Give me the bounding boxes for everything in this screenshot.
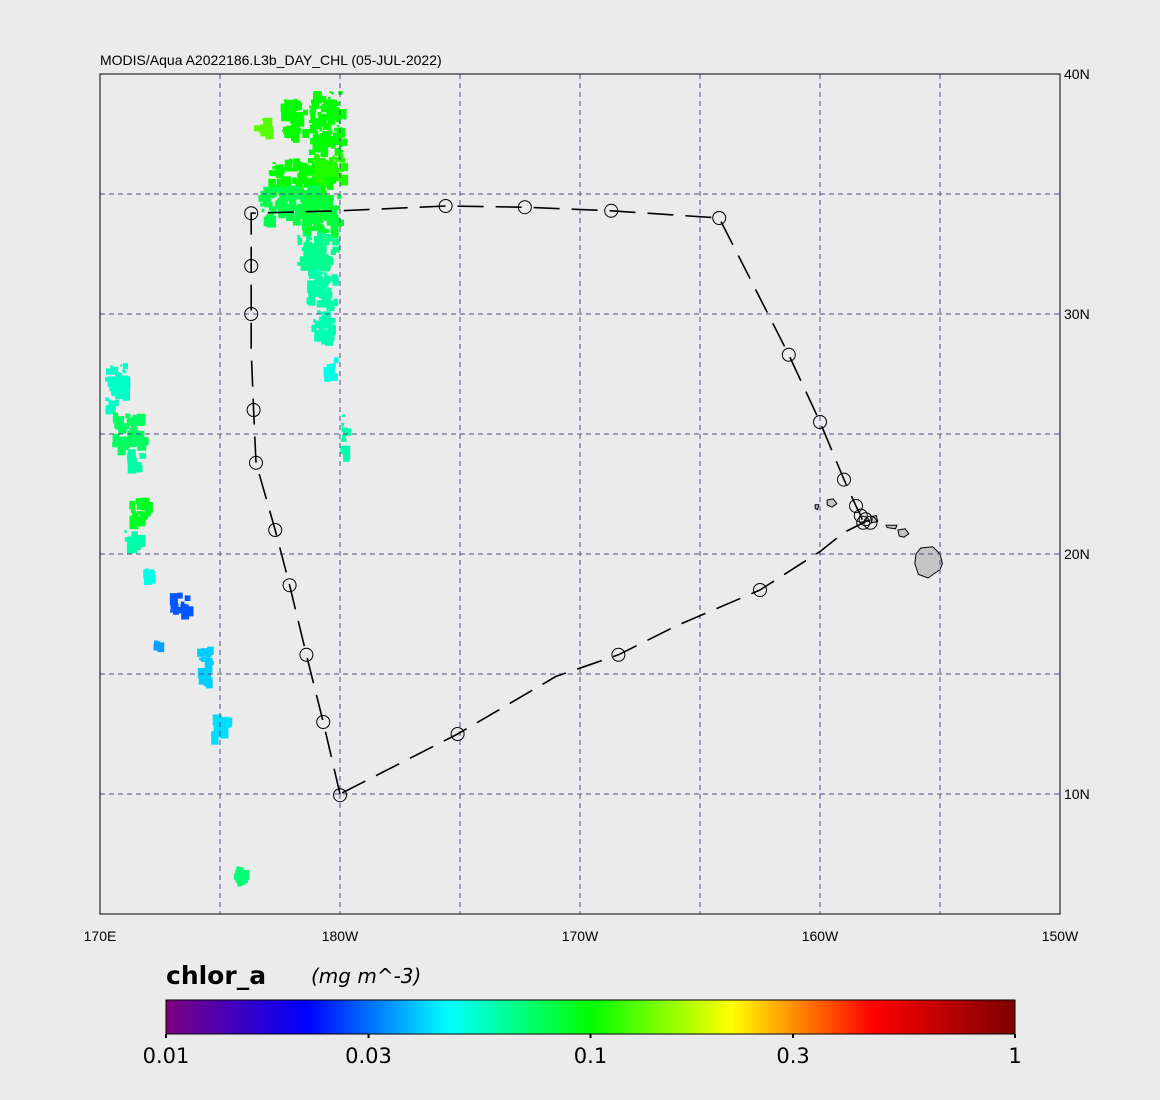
chlorophyll-patch [129,497,153,530]
latitude-label: 40N [1064,66,1090,82]
longitude-label: 170W [562,928,599,944]
colorbar-tick-label: 0.3 [776,1044,809,1068]
chlorophyll-patch [211,714,233,745]
chlorophyll-patch [254,117,274,140]
station-marker [333,788,347,803]
station-marker [244,307,259,321]
colorbar-units: (mg m^-3) [311,964,421,988]
chlorophyll-patch [233,866,250,887]
chlorophyll-patch [311,310,336,346]
island [814,504,820,511]
chlorophyll-patch [112,410,149,456]
station-markers [244,199,878,803]
latitude-label: 10N [1064,786,1090,802]
map-title: MODIS/Aqua A2022186.L3b_DAY_CHL (05-JUL-… [100,52,442,68]
chlorophyll-patch [323,357,339,382]
chlorophyll-patch [143,568,156,585]
station-marker [244,259,259,273]
chlorophyll-patch [197,646,214,689]
cruise-track-layer [250,205,873,795]
colorbar-tick-label: 0.1 [574,1044,607,1068]
station-marker [611,647,626,662]
cruise-track [250,205,873,795]
station-marker [438,199,453,213]
station-marker [781,347,796,362]
map-frame [99,73,1061,915]
station-marker [299,647,314,662]
station-marker [853,508,868,523]
chlorophyll-patch [301,194,344,238]
chlorophyll-patch [280,98,310,143]
map-area [99,73,1061,915]
island [914,546,943,579]
island [897,528,910,538]
latitude-label: 20N [1064,546,1090,562]
station-marker [246,403,261,417]
colorbar-variable: chlor_a [166,961,266,990]
station-marker [856,515,871,530]
chlorophyll-patch [124,530,146,554]
station-marker [517,200,532,215]
land-layer [814,498,943,579]
chlorophyll-patch [340,414,352,462]
chlorophyll-layer [105,90,352,887]
longitude-label: 170E [84,928,117,944]
chlorophyll-patch [313,153,349,188]
longitude-labels: 170E 180W 170W 160W 150W [84,928,1079,944]
chlorophyll-patch [153,640,165,653]
island [885,524,898,530]
station-marker [813,415,827,429]
latitude-label: 30N [1064,306,1090,322]
chlorophyll-patch [308,90,348,158]
station-marker [863,515,878,530]
longitude-label: 150W [1042,928,1079,944]
station-marker [753,583,767,597]
station-marker [282,578,297,593]
station-marker [858,512,873,527]
island [826,498,838,508]
chlorophyll-patch [126,449,147,474]
colorbar-tick-label: 1 [1008,1044,1021,1068]
chlorophyll-patch [169,592,194,620]
station-marker [604,203,619,218]
station-marker [244,206,259,221]
longitude-label: 180W [322,928,359,944]
colorbar-tick-label: 0.01 [143,1044,190,1068]
latitude-labels: 40N 30N 20N 10N [1064,66,1090,802]
chlorophyll-patch [105,363,131,415]
colorbar-tick-label: 0.03 [345,1044,392,1068]
colorbar-gradient [165,999,1016,1035]
station-marker [249,455,263,470]
chlorophyll-patch [297,232,340,272]
station-marker [837,472,851,487]
graticule [100,74,1060,914]
station-marker [450,727,465,741]
station-marker [849,499,863,513]
station-marker [268,523,283,537]
station-marker [712,211,727,225]
chlorophyll-patch [306,268,339,311]
colorbar-ticks: 0.01 0.03 0.1 0.3 1 [143,1034,1022,1068]
colorbar: chlor_a (mg m^-3) 0.01 0.03 0.1 0.3 1 [143,961,1022,1068]
longitude-label: 160W [802,928,839,944]
station-marker [316,715,331,729]
